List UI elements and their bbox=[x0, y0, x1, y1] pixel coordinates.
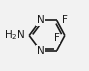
Text: F: F bbox=[54, 33, 60, 43]
Text: H$_2$N: H$_2$N bbox=[4, 29, 26, 42]
Text: F: F bbox=[62, 15, 67, 25]
Text: N: N bbox=[37, 15, 44, 25]
Text: N: N bbox=[37, 46, 44, 56]
